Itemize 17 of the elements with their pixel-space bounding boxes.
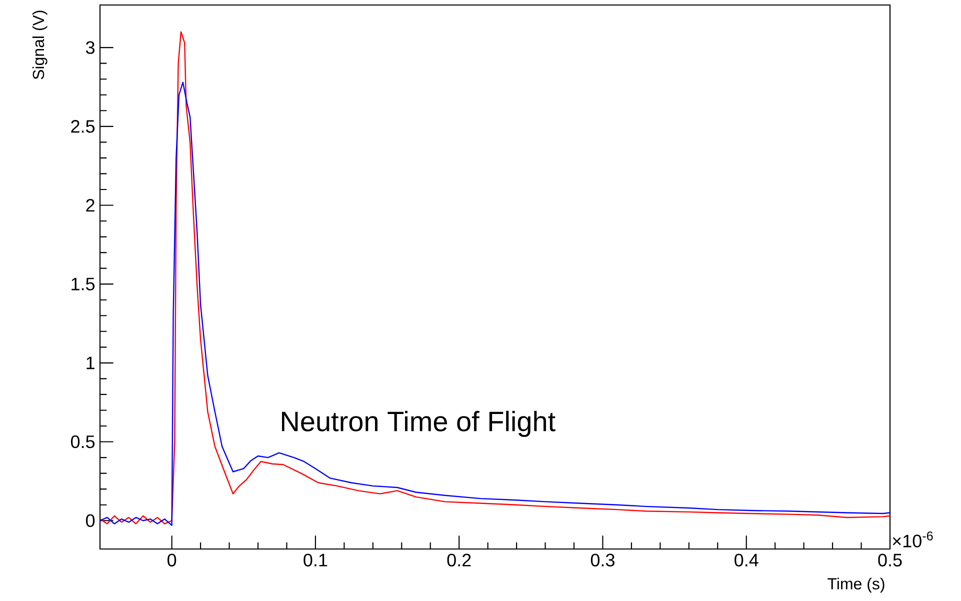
y-tick-label: 2.5 [71,120,95,133]
x-tick-label: 0.3 [590,554,614,566]
y-tick-label: 2 [86,198,94,212]
x-tick-label: 0.2 [447,554,471,566]
x-axis-title: Time (s) [828,578,884,593]
y-axis-title: Signal (V) [32,10,48,80]
x-tick-label: 0 [168,554,176,566]
x-tick-label: 0.5 [878,554,902,566]
y-tick-label: 3 [86,41,95,54]
y-tick-label: 0.5 [70,435,95,448]
annotation: Neutron Time of Flight [282,410,556,437]
x-tick-label: 0.1 [304,554,328,566]
y-tick-label: 0 [86,514,95,527]
y-tick-label: 1.5 [72,278,95,290]
y-tick-label: 1 [86,356,94,370]
x-tick-label: 0.4 [734,554,758,566]
text: ×10$^{-6}$ [892,531,933,548]
